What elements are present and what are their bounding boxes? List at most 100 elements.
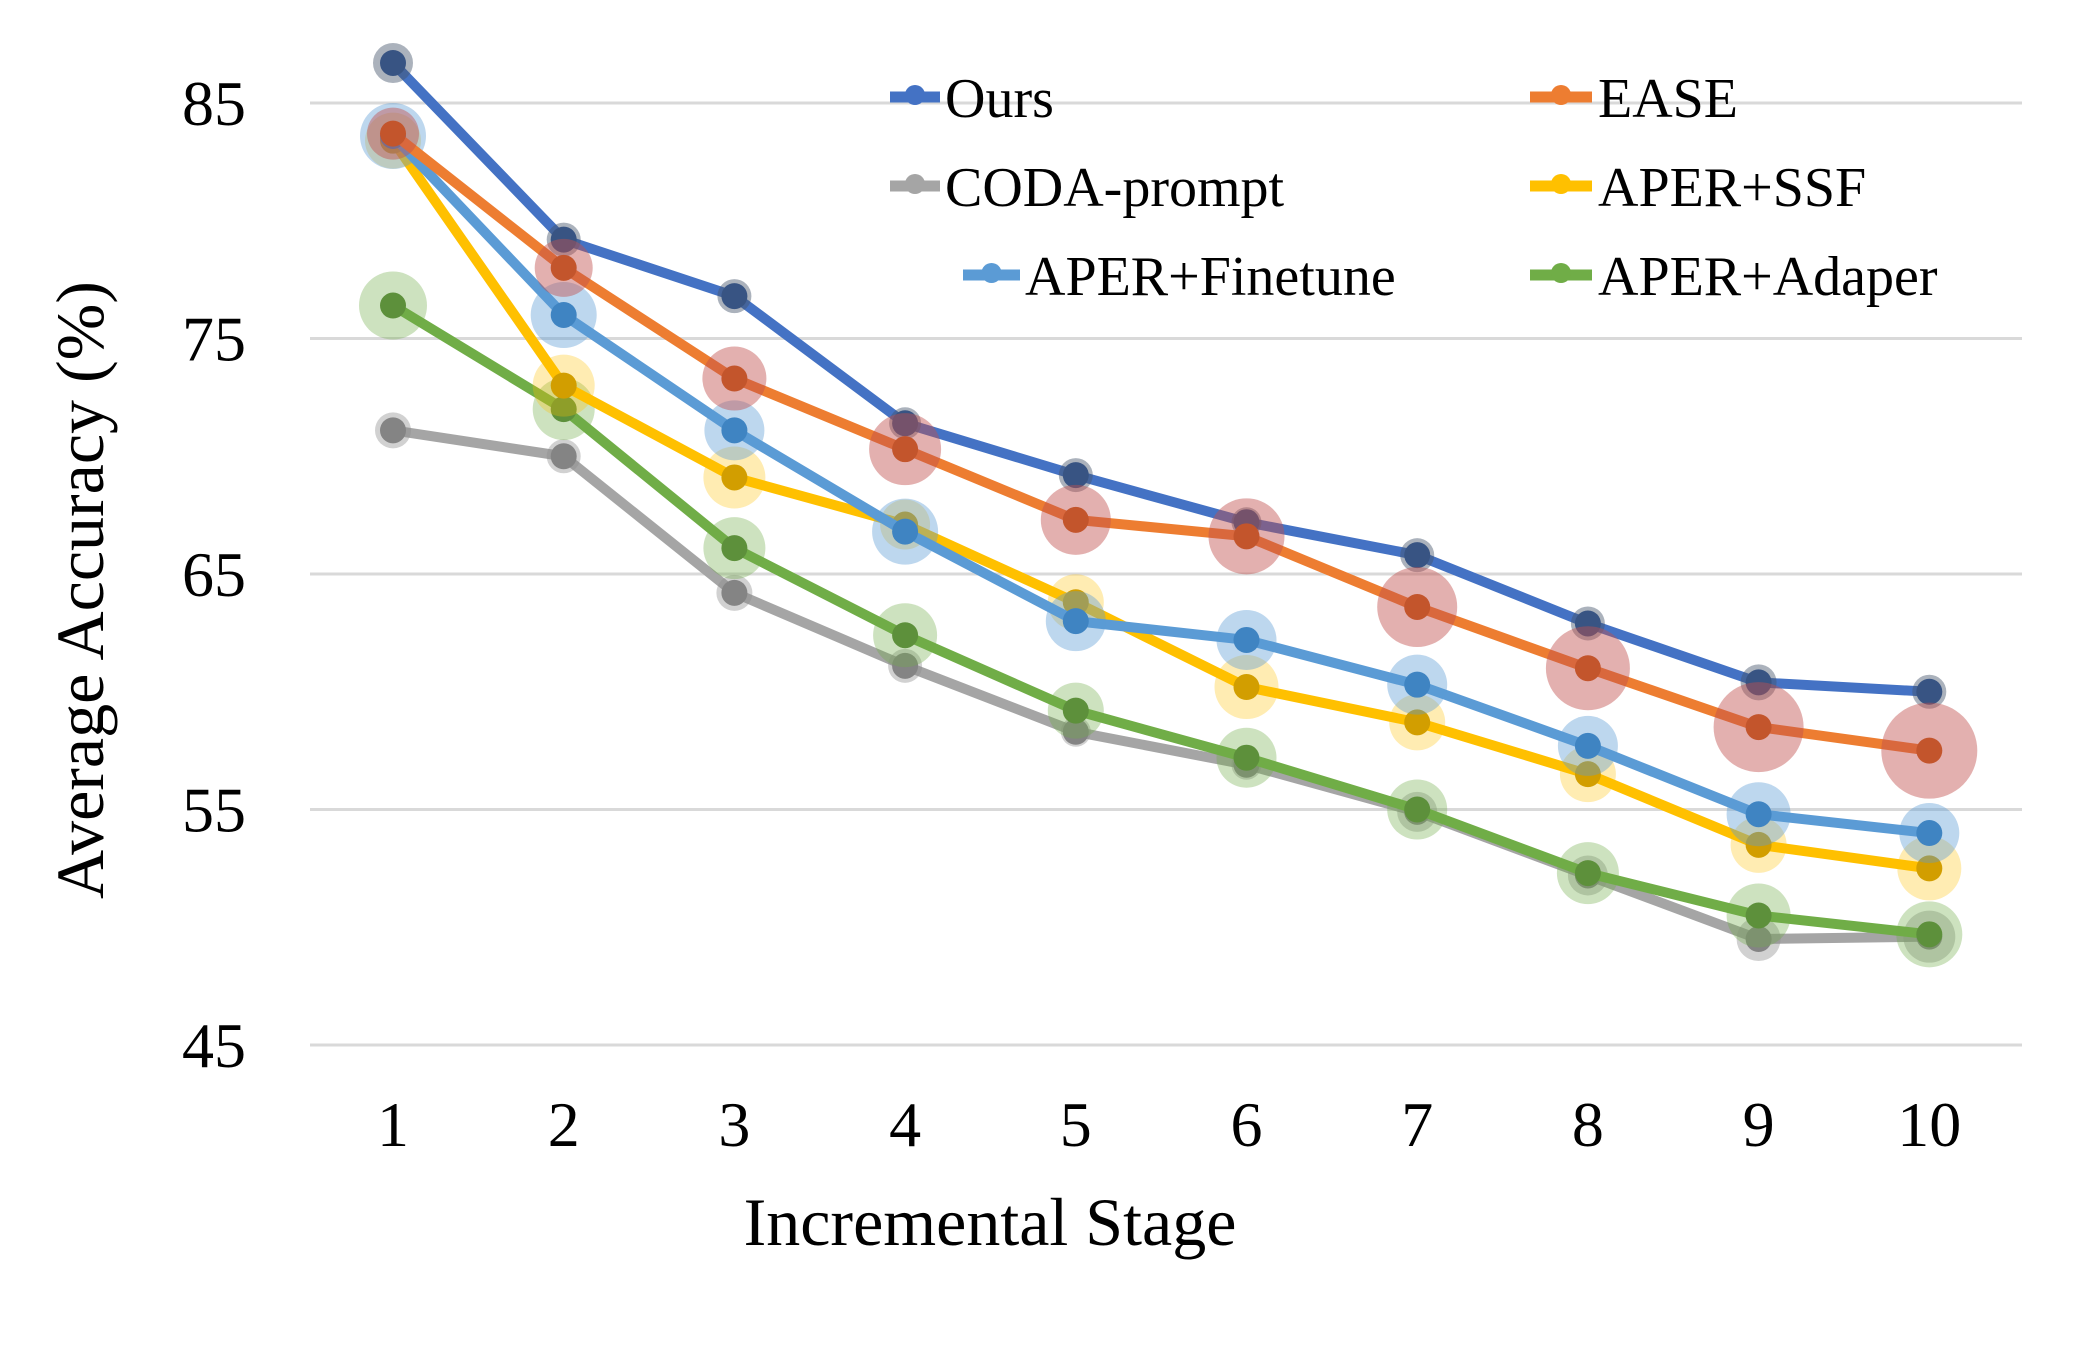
bubble-halo-EASE-stage-3 — [702, 346, 767, 411]
bubble-halo-EASE-stage-1 — [367, 107, 419, 160]
data-point-APER+SSF-stage-7 — [1404, 709, 1431, 736]
data-point-APER+Adaper-stage-7 — [1404, 796, 1431, 823]
data-point-APER+Adaper-stage-9 — [1745, 902, 1772, 929]
bubble-halo-APER+SSF-stage-7 — [1389, 694, 1446, 751]
data-point-EASE-stage-1 — [380, 120, 406, 147]
bubble-halo-APER+Finetune-stage-7 — [1387, 654, 1448, 715]
x-tick-label-4: 4 — [889, 1089, 921, 1160]
series-APER+Finetune — [360, 102, 1960, 864]
data-point-Ours-stage-2 — [550, 226, 577, 253]
legend-marker-dot-APER+Finetune — [981, 263, 1002, 283]
data-point-Ours-stage-7 — [1404, 542, 1431, 569]
data-point-APER+Finetune-stage-7 — [1404, 671, 1431, 698]
x-tick-label-2: 2 — [548, 1089, 580, 1160]
bubble-halo-APER+Adaper-stage-10 — [1896, 901, 1963, 968]
x-tick-label-6: 6 — [1231, 1089, 1263, 1160]
legend-label-CODA-prompt: CODA-prompt — [945, 157, 1285, 219]
data-point-EASE-stage-9 — [1745, 714, 1772, 741]
bubble-halo-APER+Finetune-stage-8 — [1557, 715, 1618, 776]
data-point-EASE-stage-5 — [1062, 506, 1089, 533]
legend-label-APER+SSF: APER+SSF — [1598, 157, 1866, 219]
x-axis-title: Incremental Stage — [744, 1184, 1237, 1260]
data-point-CODA-prompt-stage-5 — [1062, 718, 1089, 745]
bubble-halo-APER+Finetune-stage-6 — [1216, 609, 1277, 670]
data-point-EASE-stage-8 — [1574, 655, 1601, 682]
bubble-halo-APER+Adaper-stage-3 — [703, 517, 766, 580]
y-tick-label-85: 85 — [182, 68, 246, 139]
bubble-halo-APER+Finetune-stage-5 — [1045, 591, 1106, 652]
data-point-EASE-stage-3 — [721, 365, 748, 392]
x-tick-label-9: 9 — [1743, 1089, 1775, 1160]
bubble-halo-EASE-stage-4 — [869, 413, 942, 486]
bubble-halo-APER+Adaper-stage-6 — [1216, 727, 1277, 788]
bubble-halo-Ours-stage-8 — [1570, 606, 1605, 641]
y-tick-label-45: 45 — [182, 1010, 246, 1081]
bubble-halo-APER+Adaper-stage-5 — [1047, 682, 1104, 739]
series-line-Ours — [388, 57, 1935, 697]
series-layer — [359, 42, 1978, 968]
y-tick-labels: 45 55 65 75 85 — [182, 68, 246, 1081]
data-point-APER+Finetune-stage-9 — [1745, 801, 1772, 828]
data-point-APER+Adaper-stage-2 — [550, 396, 577, 423]
bubble-halo-APER+SSF-stage-9 — [1730, 816, 1787, 873]
data-point-APER+Finetune-stage-3 — [721, 417, 748, 444]
data-point-APER+Finetune-stage-2 — [550, 301, 577, 328]
legend-label-APER+Adaper: APER+Adaper — [1598, 246, 1938, 308]
data-point-APER+SSF-stage-5 — [1062, 589, 1089, 616]
x-tick-label-10: 10 — [1897, 1089, 1961, 1160]
data-point-APER+Finetune-stage-10 — [1916, 820, 1943, 847]
data-point-Ours-stage-9 — [1745, 669, 1772, 696]
series-line-APER+Finetune — [388, 130, 1935, 839]
bubble-halo-Ours-stage-9 — [1740, 664, 1777, 701]
data-point-APER+Adaper-stage-5 — [1062, 697, 1089, 724]
data-point-APER+Finetune-stage-8 — [1574, 732, 1601, 759]
legend-label-EASE: EASE — [1598, 68, 1738, 130]
data-point-Ours-stage-4 — [892, 410, 919, 437]
bubble-halo-Ours-stage-4 — [889, 407, 922, 440]
bubble-halo-APER+Adaper-stage-1 — [359, 271, 427, 340]
series-EASE — [367, 107, 1978, 799]
data-point-CODA-prompt-stage-9 — [1745, 926, 1772, 953]
bubble-halo-Ours-stage-10 — [1912, 674, 1947, 709]
legend-marker-dot-CODA-prompt — [905, 174, 925, 194]
bubble-halo-APER+Finetune-stage-4 — [872, 498, 939, 565]
bubble-halo-EASE-stage-8 — [1545, 626, 1630, 711]
legend-marker-dot-Ours — [905, 85, 925, 105]
bubble-halo-EASE-stage-10 — [1881, 702, 1978, 799]
data-point-APER+Finetune-stage-6 — [1233, 626, 1260, 653]
data-point-EASE-stage-7 — [1404, 593, 1431, 620]
data-point-APER+SSF-stage-6 — [1233, 674, 1260, 701]
series-line-EASE — [388, 128, 1935, 756]
bubble-halo-Ours-stage-5 — [1058, 458, 1093, 493]
data-point-APER+Adaper-stage-1 — [380, 292, 406, 319]
bubble-halo-CODA-prompt-stage-5 — [1060, 716, 1091, 747]
legend-item-CODA-prompt: CODA-prompt — [890, 157, 1285, 219]
bubble-halo-EASE-stage-7 — [1377, 566, 1458, 647]
x-tick-labels: 1 2 3 4 5 6 7 8 9 10 — [377, 1089, 1961, 1160]
data-point-EASE-stage-2 — [550, 254, 577, 281]
data-point-APER+Adaper-stage-10 — [1916, 921, 1943, 948]
data-point-APER+SSF-stage-3 — [721, 464, 748, 491]
data-point-APER+SSF-stage-10 — [1916, 855, 1943, 882]
x-tick-label-1: 1 — [377, 1089, 409, 1160]
legend: Ours EASE CODA-prompt APER+SSF APER+Finetune… — [890, 68, 1938, 308]
bubble-halo-Ours-stage-2 — [546, 222, 581, 257]
series-APER+SSF — [365, 112, 1962, 901]
data-point-CODA-prompt-stage-1 — [380, 417, 406, 444]
bubble-halo-APER+SSF-stage-8 — [1559, 746, 1616, 803]
bubble-halo-APER+Adaper-stage-9 — [1726, 883, 1791, 948]
bubble-halo-CODA-prompt-stage-2 — [546, 439, 581, 474]
data-point-Ours-stage-8 — [1574, 610, 1601, 637]
data-point-EASE-stage-4 — [892, 436, 919, 463]
data-point-APER+SSF-stage-9 — [1745, 831, 1772, 858]
data-point-APER+Adaper-stage-4 — [892, 622, 919, 649]
legend-item-APER+SSF: APER+SSF — [1530, 157, 1866, 219]
x-tick-label-8: 8 — [1572, 1089, 1604, 1160]
bubble-halo-EASE-stage-2 — [534, 238, 593, 297]
legend-item-EASE: EASE — [1530, 68, 1738, 130]
data-point-Ours-stage-5 — [1062, 462, 1089, 489]
data-point-APER+Adaper-stage-3 — [721, 535, 748, 562]
y-tick-label-65: 65 — [182, 539, 246, 610]
bubble-halo-APER+SSF-stage-2 — [532, 354, 595, 417]
